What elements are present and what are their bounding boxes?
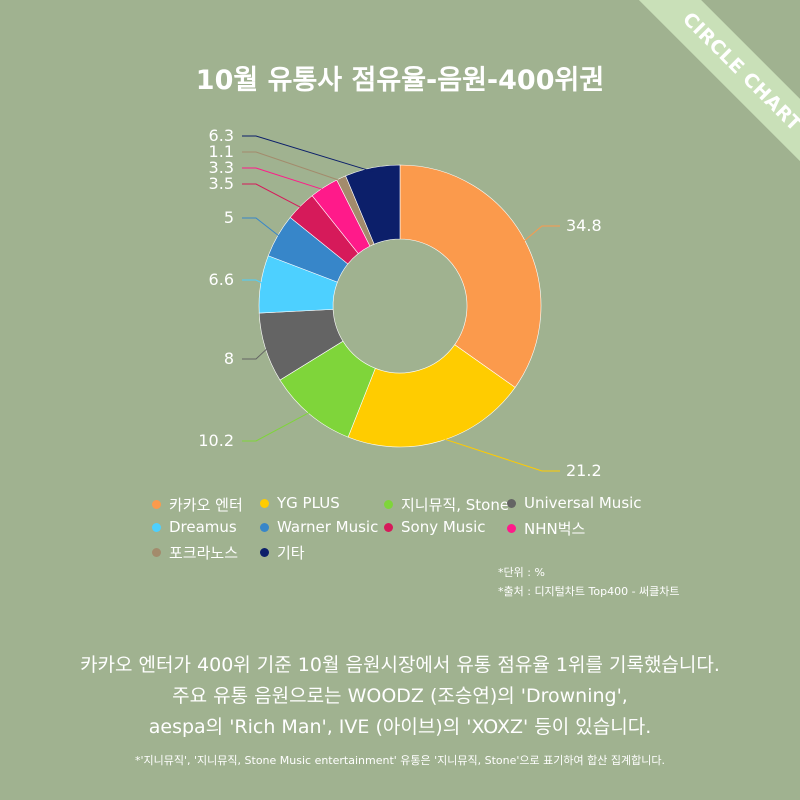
donut-slice — [347, 344, 516, 448]
description-line: aespa의 'Rich Man', IVE (아이브)의 'XOXZ' 등이 … — [148, 716, 652, 738]
legend-item: 기타 — [260, 542, 305, 563]
chart-notes: *단위 : % *출처 : 디지털차트 Top400 - 써클차트 — [498, 563, 680, 601]
legend-label: NHN벅스 — [524, 520, 586, 538]
legend-label: 포크라노스 — [169, 544, 239, 562]
leader-line — [242, 183, 304, 210]
legend-item: 지니뮤직, Stone — [384, 494, 509, 515]
unit-note: *단위 : % — [498, 566, 545, 579]
legend-swatch — [384, 500, 393, 509]
legend-label: 지니뮤직, Stone — [401, 496, 510, 514]
data-label: 6.6 — [209, 270, 234, 289]
leader-line — [438, 436, 560, 472]
legend-item: YG PLUS — [260, 494, 340, 512]
legend-item: Warner Music — [260, 518, 378, 536]
legend-label: YG PLUS — [277, 494, 340, 512]
leader-line — [521, 225, 560, 244]
description-line: 카카오 엔터가 400위 기준 10월 음원시장에서 유통 점유율 1위를 기록… — [80, 654, 720, 676]
legend-swatch — [152, 522, 161, 532]
legend-label: Warner Music — [277, 518, 379, 536]
leader-line — [242, 217, 282, 239]
data-label: 10.2 — [198, 431, 234, 450]
legend-swatch — [260, 522, 269, 532]
leader-line — [242, 135, 374, 173]
data-label: 6.3 — [209, 126, 234, 145]
description: 카카오 엔터가 400위 기준 10월 음원시장에서 유통 점유율 1위를 기록… — [0, 650, 800, 743]
legend-swatch — [507, 498, 516, 508]
legend-swatch — [260, 498, 269, 508]
leader-line — [242, 346, 270, 360]
data-label: 3.3 — [209, 158, 234, 177]
leader-line — [242, 167, 327, 192]
legend-swatch — [152, 548, 161, 557]
legend-label: Universal Music — [524, 494, 642, 512]
legend-item: 포크라노스 — [152, 542, 238, 563]
data-label: 34.8 — [566, 216, 602, 235]
data-label: 5 — [224, 208, 234, 227]
leader-line — [242, 151, 343, 182]
description-line: 주요 유통 음원으로는 WOODZ (조승연)의 'Drowning', — [172, 685, 628, 707]
donut-slice — [399, 164, 542, 388]
data-label: 1.1 — [209, 142, 234, 161]
legend-swatch — [384, 522, 393, 532]
legend-swatch — [507, 524, 516, 533]
legend-item: Universal Music — [507, 494, 642, 512]
source-note: *출처 : 디지털차트 Top400 - 써클차트 — [498, 585, 680, 598]
donut-slice — [345, 164, 401, 245]
legend-swatch — [152, 500, 161, 509]
legend-item: 카카오 엔터 — [152, 494, 243, 515]
legend-swatch — [260, 548, 269, 557]
leader-line — [242, 410, 313, 442]
legend-item: Dreamus — [152, 518, 237, 536]
data-label: 3.5 — [209, 174, 234, 193]
footnote: *'지니뮤직', '지니뮤직, Stone Music entertainmen… — [135, 754, 665, 767]
data-label: 21.2 — [566, 461, 602, 480]
legend-label: 기타 — [277, 544, 305, 562]
data-label: 8 — [224, 349, 234, 368]
legend-label: Sony Music — [401, 518, 486, 536]
leader-line — [242, 279, 265, 286]
legend-label: 카카오 엔터 — [169, 496, 243, 514]
legend-label: Dreamus — [169, 518, 237, 536]
chart-title: 10월 유통사 점유율-음원-400위권 — [195, 65, 605, 96]
legend-item: Sony Music — [384, 518, 486, 536]
legend-item: NHN벅스 — [507, 518, 585, 539]
